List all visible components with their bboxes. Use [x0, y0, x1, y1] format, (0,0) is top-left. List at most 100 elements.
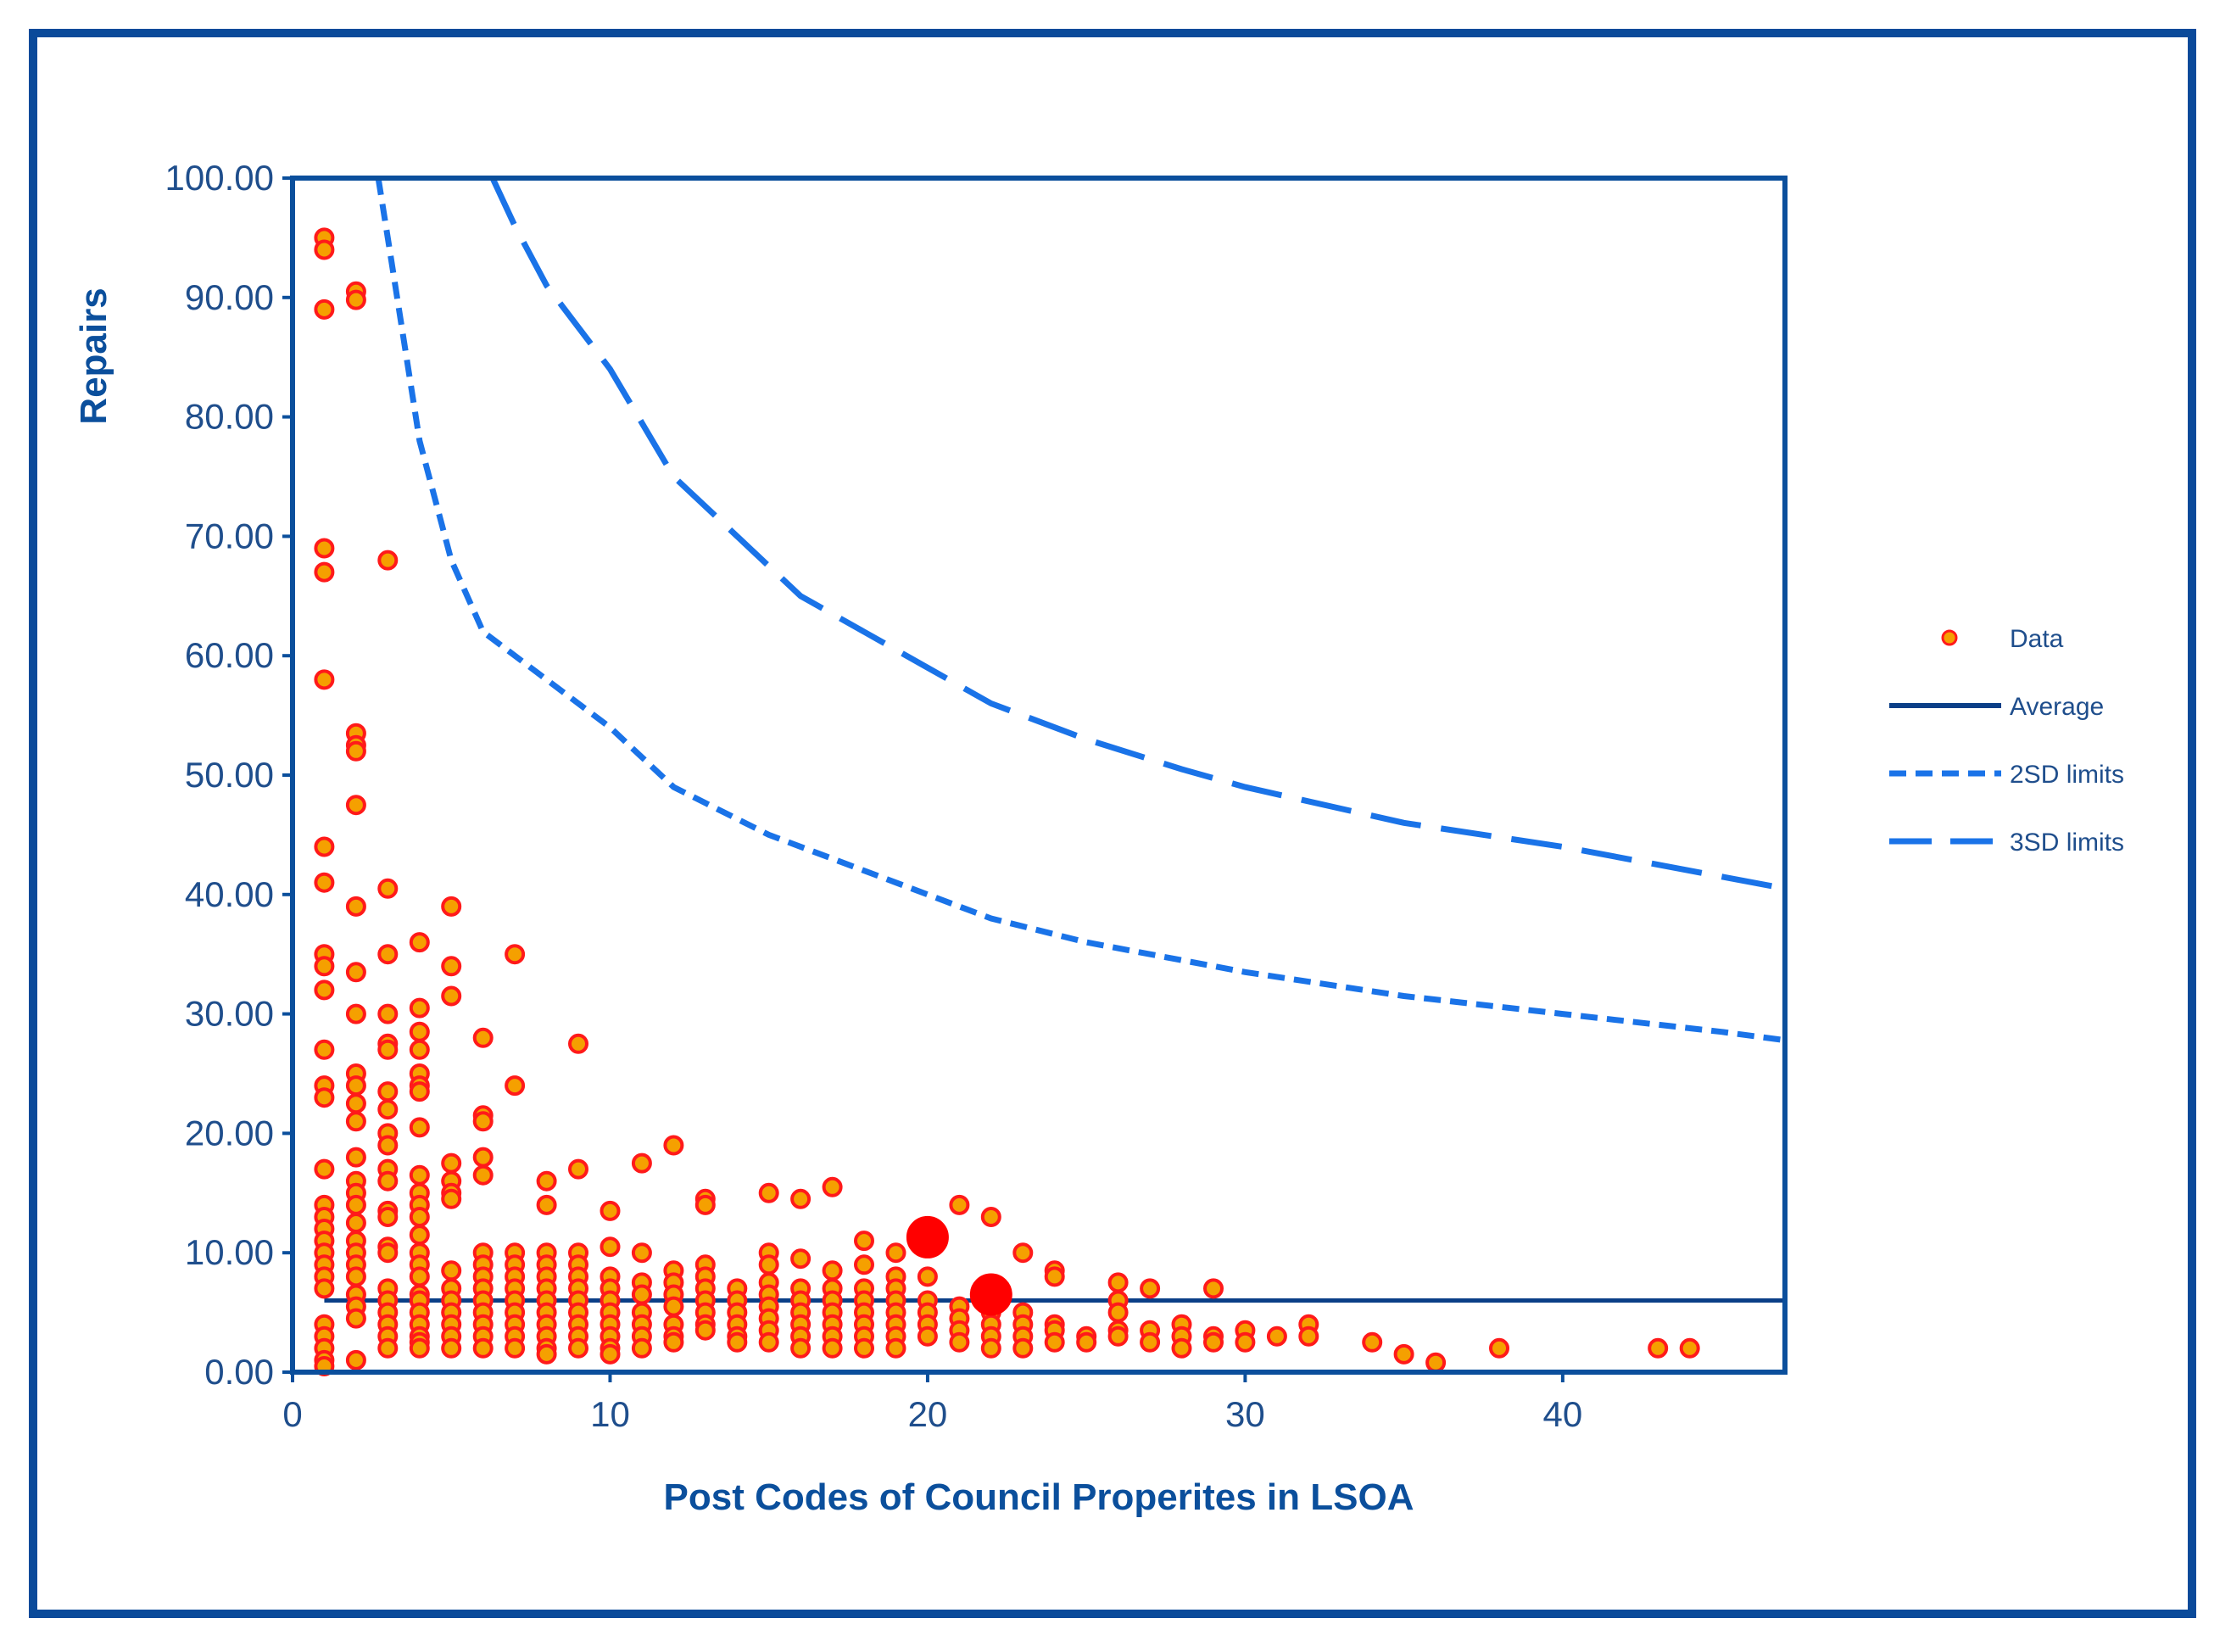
data-point — [345, 1093, 366, 1114]
data-point — [441, 956, 462, 977]
data-point — [1679, 1337, 1700, 1359]
data-point — [314, 1087, 335, 1108]
data-point — [1648, 1337, 1669, 1359]
legend-label: Average — [2010, 693, 2104, 721]
y-tick-label: 0.00 — [204, 1352, 274, 1392]
data-point — [1393, 1343, 1414, 1365]
data-point — [917, 1326, 938, 1347]
data-point — [441, 1337, 462, 1359]
data-point — [377, 1170, 399, 1192]
data-point — [1107, 1302, 1129, 1323]
data-point — [409, 1164, 430, 1186]
data-point — [409, 932, 430, 953]
data-point — [980, 1207, 1001, 1227]
data-point — [536, 1170, 557, 1192]
x-tick-label: 20 — [908, 1394, 948, 1434]
data-point — [1171, 1337, 1192, 1359]
data-point — [314, 1039, 335, 1060]
data-point — [377, 1242, 399, 1264]
data-point — [727, 1331, 748, 1353]
x-tick-label: 0 — [282, 1394, 302, 1434]
data-point — [345, 1194, 366, 1215]
data-point — [1012, 1242, 1034, 1264]
data-point — [345, 1349, 366, 1370]
data-point — [377, 1207, 399, 1227]
data-point — [314, 1278, 335, 1299]
data-point — [1012, 1337, 1034, 1359]
y-tick-label: 10.00 — [185, 1232, 274, 1272]
data-point — [1425, 1352, 1447, 1373]
data-point — [409, 997, 430, 1019]
data-point — [1489, 1337, 1509, 1359]
data-point — [345, 1075, 366, 1097]
y-tick-label: 70.00 — [185, 516, 274, 555]
data-point — [1044, 1331, 1065, 1353]
plot-area — [290, 176, 1788, 1376]
data-point — [885, 1242, 906, 1264]
data-point — [345, 1213, 366, 1233]
data-point — [505, 944, 526, 965]
y-tick-label: 20.00 — [185, 1113, 274, 1152]
data-point — [345, 962, 366, 983]
data-point — [568, 1158, 588, 1180]
data-point — [1298, 1326, 1319, 1347]
data-point — [345, 896, 366, 917]
data-point — [631, 1337, 652, 1359]
legend-label: Data — [2010, 625, 2064, 653]
data-point — [631, 1284, 652, 1305]
data-point — [377, 1337, 399, 1359]
chart-frame — [29, 29, 2196, 1618]
data-point — [980, 1337, 1001, 1359]
data-point — [345, 289, 366, 310]
data-point — [377, 878, 399, 899]
data-point — [345, 740, 366, 762]
data-point — [472, 1337, 494, 1359]
x-axis-title: Post Codes of Council Properites in LSOA — [664, 1476, 1414, 1518]
data-point — [345, 1266, 366, 1287]
y-tick-label: 100.00 — [165, 158, 274, 198]
data-point — [409, 1337, 430, 1359]
data-point — [505, 1075, 526, 1097]
data-point — [822, 1337, 843, 1359]
y-axis-title: Repairs — [73, 287, 114, 424]
data-point — [441, 1188, 462, 1209]
data-point — [409, 1081, 430, 1102]
data-point — [377, 1099, 399, 1120]
data-point — [441, 1260, 462, 1281]
x-tick-label: 40 — [1543, 1394, 1583, 1434]
data-point — [345, 795, 366, 816]
data-point — [949, 1194, 970, 1215]
x-tick-label: 30 — [1225, 1394, 1265, 1434]
data-point — [663, 1331, 684, 1353]
y-tick-label: 80.00 — [185, 397, 274, 437]
data-point — [790, 1248, 812, 1270]
data-point — [409, 1039, 430, 1060]
legend-label: 2SD limits — [2010, 761, 2124, 789]
data-point — [854, 1231, 874, 1252]
data-point — [314, 872, 335, 893]
highlighted-point — [906, 1215, 949, 1259]
data-point — [600, 1236, 621, 1258]
data-point — [472, 1164, 494, 1186]
data-point — [1140, 1278, 1161, 1299]
data-point — [314, 299, 335, 320]
data-point — [663, 1135, 684, 1156]
x-tick-label: 10 — [590, 1394, 630, 1434]
data-point — [758, 1331, 779, 1353]
data-point — [314, 239, 335, 260]
legend-label: 3SD limits — [2010, 829, 2124, 857]
data-point — [917, 1266, 938, 1287]
data-point — [600, 1200, 621, 1221]
data-point — [314, 538, 335, 559]
data-point — [377, 1003, 399, 1024]
legend: Data Average 2SD limits 3SD limits — [1889, 625, 2124, 857]
data-point — [472, 1111, 494, 1132]
data-point — [314, 956, 335, 977]
data-point — [631, 1242, 652, 1264]
data-point — [790, 1188, 812, 1209]
data-point — [1235, 1331, 1256, 1353]
data-point — [409, 1021, 430, 1042]
data-point — [1362, 1331, 1383, 1353]
data-point — [314, 979, 335, 1001]
